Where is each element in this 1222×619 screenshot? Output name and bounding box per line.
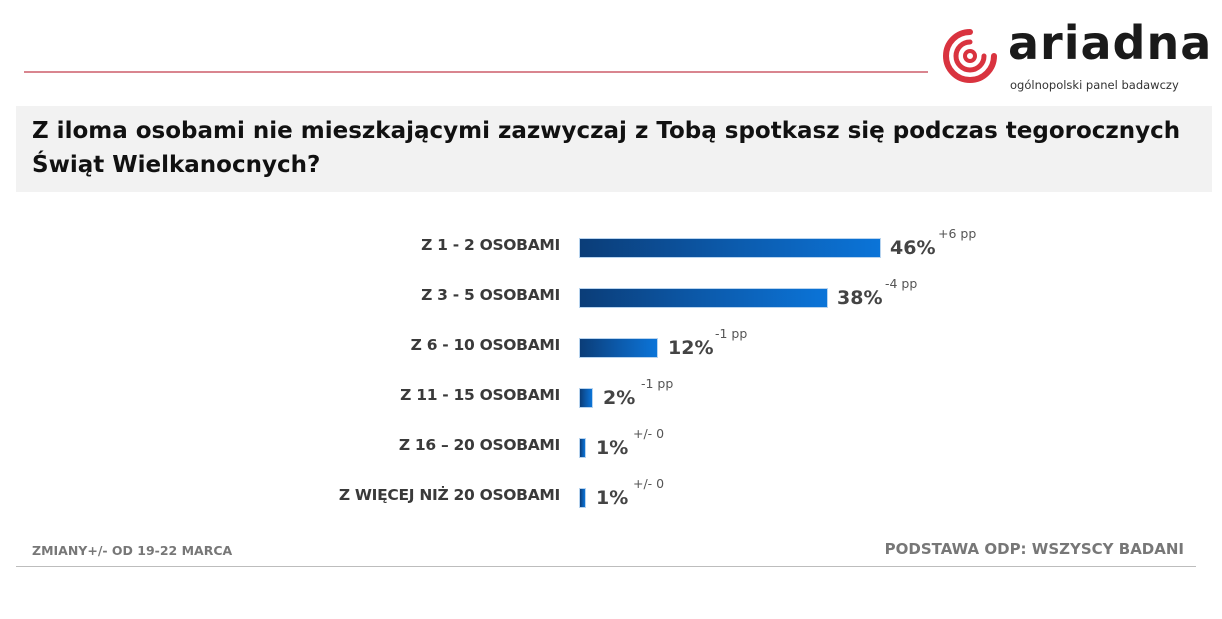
bar	[580, 339, 657, 357]
change-label: -1 pp	[715, 326, 748, 341]
change-label: +/- 0	[633, 426, 665, 441]
category-label: Z 11 - 15 OSOBAMI	[400, 386, 560, 404]
value-label: 1%	[596, 487, 629, 509]
bar	[580, 389, 592, 407]
value-label: 46%	[890, 237, 936, 259]
category-label: Z 16 – 20 OSOBAMI	[398, 436, 560, 454]
brand-name: ariadna	[1008, 16, 1213, 70]
category-label: Z WIĘCEJ NIŻ 20 OSOBAMI	[338, 486, 560, 504]
bar	[580, 489, 585, 507]
question-box: Z iloma osobami nie mieszkającymi zazwyc…	[16, 106, 1212, 192]
brand-tagline: ogólnopolski panel badawczy	[1010, 78, 1179, 92]
ariadna-logo: ariadna ogólnopolski panel badawczy	[940, 16, 1215, 97]
value-label: 12%	[668, 337, 714, 359]
change-label: +/- 0	[633, 476, 665, 491]
change-label: -4 pp	[885, 276, 918, 291]
bar	[580, 439, 585, 457]
category-label: Z 1 - 2 OSOBAMI	[421, 236, 560, 254]
chart-row: Z 11 - 15 OSOBAMI 2% -1 pp	[0, 372, 1222, 420]
chart-row: Z 3 - 5 OSOBAMI 38% -4 pp	[0, 272, 1222, 320]
change-label: +6 pp	[938, 226, 977, 241]
bar	[580, 239, 880, 257]
chart-row: Z 16 – 20 OSOBAMI 1% +/- 0	[0, 422, 1222, 470]
value-label: 1%	[596, 437, 629, 459]
category-label: Z 6 - 10 OSOBAMI	[410, 336, 561, 354]
chart-row: Z 1 - 2 OSOBAMI 46% +6 pp	[0, 222, 1222, 270]
value-label: 2%	[603, 387, 636, 409]
header-rule	[24, 71, 928, 73]
changes-note: ZMIANY+/- OD 19-22 MARCA	[32, 543, 233, 558]
value-label: 38%	[837, 287, 883, 309]
base-note: PODSTAWA ODP: WSZYSCY BADANI	[884, 540, 1184, 558]
question-title: Z iloma osobami nie mieszkającymi zazwyc…	[32, 118, 1181, 178]
chart-row: Z 6 - 10 OSOBAMI 12% -1 pp	[0, 322, 1222, 370]
category-label: Z 3 - 5 OSOBAMI	[421, 286, 560, 304]
bar	[580, 289, 827, 307]
footer-rule	[16, 566, 1196, 567]
ariadna-spiral-icon	[943, 29, 997, 83]
change-label: -1 pp	[641, 376, 674, 391]
chart-row: Z WIĘCEJ NIŻ 20 OSOBAMI 1% +/- 0	[0, 472, 1222, 520]
